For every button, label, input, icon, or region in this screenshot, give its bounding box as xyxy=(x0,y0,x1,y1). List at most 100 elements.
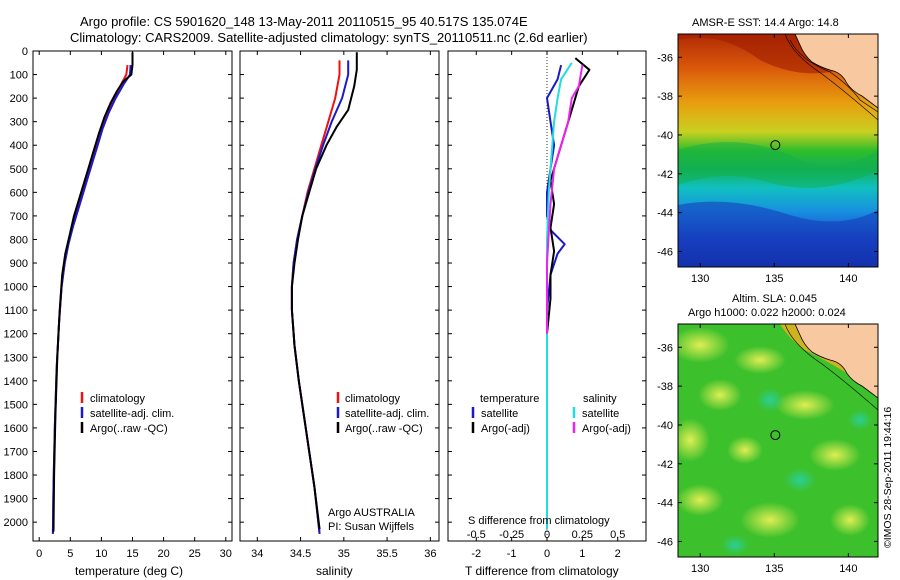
lon-tick-label: 140 xyxy=(839,273,857,285)
x-tick-label: 35 xyxy=(338,548,350,560)
sal-xlabel: salinity xyxy=(316,564,353,578)
temp-legend-satellite: satellite-adj. clim. xyxy=(90,408,174,420)
depth-tick-label: 500 xyxy=(10,164,28,176)
lon-tick-label: 135 xyxy=(765,563,783,575)
depth-tick-label: 800 xyxy=(10,234,28,246)
series-line-sal-g-0 xyxy=(290,60,341,535)
lat-tick-label: -40 xyxy=(657,420,673,432)
x-tick-label: 10 xyxy=(95,548,107,560)
x-tick-label: 36 xyxy=(424,548,436,560)
x-tick-label: 1 xyxy=(579,548,585,560)
depth-tick-label: 700 xyxy=(10,211,28,223)
lat-tick-label: -44 xyxy=(657,208,673,220)
difference-legend: temperature salinity satellite Argo(-adj… xyxy=(468,393,631,527)
x-tick-label: 34.5 xyxy=(290,548,311,560)
lon-tick-label: 130 xyxy=(691,563,709,575)
salinity-chart: 34 34.5 35 35.5 36 xyxy=(251,51,436,560)
diff-legend-t-argo: Argo(-adj) xyxy=(481,423,530,435)
credit-text: ©IMOS 28-Sep-2011 19:44:16 xyxy=(882,407,894,548)
series-line-diff-g-3 xyxy=(546,64,584,334)
lat-tick-label: -36 xyxy=(657,52,673,64)
top-x-tick-label: -0.25 xyxy=(499,529,524,541)
depth-tick-label: 1000 xyxy=(4,282,28,294)
sla-map-title-line2: Argo h1000: 0.022 h2000: 0.024 xyxy=(688,307,846,319)
diff-legend-title-salinity: salinity xyxy=(583,393,617,405)
x-tick-label: 25 xyxy=(189,548,201,560)
temp-legend-argo: Argo(..raw -QC) xyxy=(90,423,168,435)
depth-tick-label: 1600 xyxy=(4,423,28,435)
sal-legend-satellite: satellite-adj. clim. xyxy=(345,408,429,420)
diff-legend-t-satellite: satellite xyxy=(481,408,518,420)
sst-map-axes: 130 135 140 -36 -38 -40 -42 -44 -46 xyxy=(657,34,878,285)
series-line-temp-g-1 xyxy=(51,65,132,534)
series-line-temp-g-2 xyxy=(52,52,134,532)
depth-tick-label: 1200 xyxy=(4,329,28,341)
lon-tick-label: 130 xyxy=(691,273,709,285)
diff-legend-s-argo: Argo(-adj) xyxy=(582,423,631,435)
lon-tick-label: 140 xyxy=(839,563,857,575)
series-line-temp-g-0 xyxy=(51,64,129,534)
series-line-sal-g-1 xyxy=(290,60,350,535)
sal-legend-climatology: climatology xyxy=(345,393,401,405)
depth-tick-label: 1300 xyxy=(4,352,28,364)
depth-tick-label: 100 xyxy=(10,70,28,82)
x-tick-label: 0 xyxy=(36,548,42,560)
depth-tick-label: 1800 xyxy=(4,470,28,482)
argo-position-marker-top xyxy=(770,140,781,151)
sal-annotation-line1: Argo AUSTRALIA xyxy=(328,507,415,519)
sla-map-axes: 130 135 140 -36 -38 -40 -42 -44 -46 xyxy=(657,324,878,575)
temperature-legend: climatology satellite-adj. clim. Argo(..… xyxy=(80,392,174,435)
series-line-diff-g-1 xyxy=(546,57,591,530)
x-tick-label: 30 xyxy=(220,548,232,560)
x-tick-label: 35.5 xyxy=(376,548,397,560)
depth-tick-label: 200 xyxy=(10,93,28,105)
australia-land-bottom xyxy=(794,324,878,399)
x-tick-label: 34 xyxy=(251,548,263,560)
lat-tick-label: -40 xyxy=(657,130,673,142)
x-tick-label: -1 xyxy=(507,548,517,560)
temp-xlabel: temperature (deg C) xyxy=(75,564,183,578)
x-tick-label: 15 xyxy=(126,548,138,560)
figure-title-line2: Climatology: CARS2009. Satellite-adjuste… xyxy=(70,30,588,45)
argo-position-marker-bottom xyxy=(770,430,781,441)
depth-tick-label: 300 xyxy=(10,117,28,129)
sla-map xyxy=(678,324,878,557)
top-x-tick-label: -0.5 xyxy=(467,529,486,541)
x-tick-label: 5 xyxy=(67,548,73,560)
depth-tick-label: 2000 xyxy=(4,517,28,529)
depth-axis: 0 100 200 300 400 500 600 700 800 900 1000 1100 1200… xyxy=(4,46,646,529)
lat-tick-label: -42 xyxy=(657,169,673,181)
temp-legend-climatology: climatology xyxy=(90,393,146,405)
series-line-sal-g-2 xyxy=(290,52,358,530)
x-tick-label: 0 xyxy=(544,548,550,560)
lat-tick-label: -42 xyxy=(657,459,673,471)
diff-legend-s-satellite: satellite xyxy=(582,408,619,420)
x-tick-label: -2 xyxy=(471,548,481,560)
sal-legend-argo: Argo(..raw -QC) xyxy=(345,423,423,435)
temperature-chart: 0 5 10 15 20 25 30 xyxy=(36,51,232,560)
lat-tick-label: -46 xyxy=(657,536,673,548)
depth-tick-label: 1900 xyxy=(4,494,28,506)
lat-tick-label: -38 xyxy=(657,381,673,393)
lat-tick-label: -38 xyxy=(657,91,673,103)
diff-top-axis-label: S difference from climatology xyxy=(468,515,610,527)
top-x-tick-label: 0.5 xyxy=(610,529,625,541)
salinity-legend: climatology satellite-adj. clim. Argo(..… xyxy=(328,392,429,533)
temperature-panel-frame xyxy=(32,50,233,542)
lat-tick-label: -44 xyxy=(657,498,673,510)
depth-tick-label: 400 xyxy=(10,140,28,152)
depth-tick-label: 600 xyxy=(10,187,28,199)
figure-title-line1: Argo profile: CS 5901620_148 13-May-2011… xyxy=(80,14,528,29)
diff-xlabel: T difference from climatology xyxy=(465,564,619,578)
lat-tick-label: -46 xyxy=(657,246,673,258)
depth-tick-label: 0 xyxy=(22,46,28,58)
depth-tick-label: 900 xyxy=(10,258,28,270)
x-tick-label: 2 xyxy=(615,548,621,560)
depth-tick-label: 1500 xyxy=(4,399,28,411)
sla-map-title-line1: Altim. SLA: 0.045 xyxy=(732,293,817,305)
top-x-tick-label: 0.25 xyxy=(572,529,593,541)
lon-tick-label: 135 xyxy=(765,273,783,285)
lat-tick-label: -36 xyxy=(657,342,673,354)
